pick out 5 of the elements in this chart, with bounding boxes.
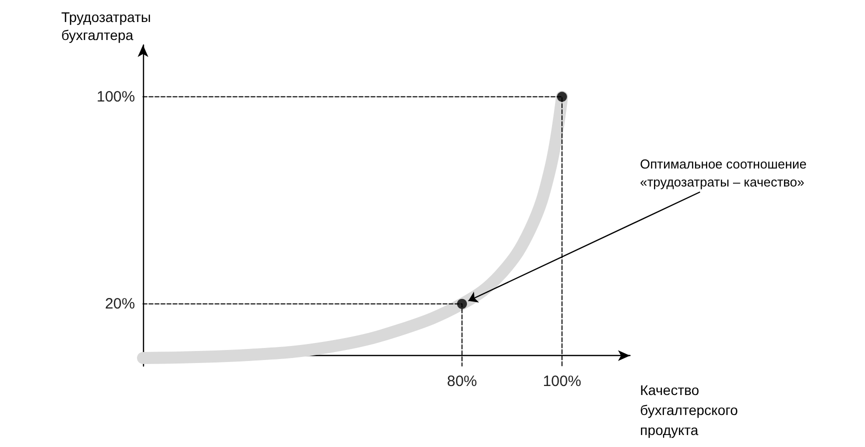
annotation: Оптимальное соотношение «трудозатраты – качество» [640,156,807,190]
x-axis-title: Качество бухгалтерского продукта [640,382,738,438]
y-tick-label: 20% [104,295,135,312]
y-axis-title: Трудозатраты бухгалтера [61,9,152,43]
x-tick-label: 80% [446,373,478,390]
